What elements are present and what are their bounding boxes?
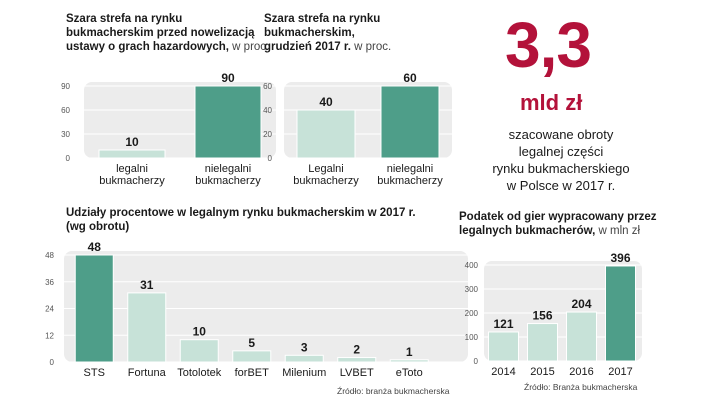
bar [74,254,114,363]
y-tick-label: 400 [465,261,479,270]
chart2-bar-chart: 020406040Legalnibukmacherzy60nielegalnib… [263,71,452,187]
bar [98,149,166,159]
category-label: bukmacherzy [293,175,359,187]
category-label: 2016 [569,366,593,378]
chart4-source: Źródło: Branża bukmacherska [524,382,638,392]
y-tick-label: 60 [61,106,70,115]
category-label: Milenium [282,367,326,379]
bar [566,311,597,362]
category-label: STS [84,367,105,379]
value-label: 156 [532,309,552,323]
chart2-title: Szara strefa na rynku bukmacherskim, gru… [264,13,392,53]
y-tick-label: 20 [263,130,272,139]
bar [337,357,377,363]
category-label: eToto [396,367,423,379]
headline-unit: mld zł [520,90,583,115]
y-tick-label: 30 [61,130,70,139]
category-label: bukmacherzy [377,175,443,187]
bar [527,323,558,362]
category-label: forBET [235,367,270,379]
chart1-bar-chart: 030609010legalnibukmacherzy90nielegalnib… [61,71,276,187]
y-tick-label: 60 [263,82,272,91]
bar [127,292,167,363]
chart1-unit: w proc. [232,41,270,53]
y-tick-label: 100 [465,333,479,342]
value-label: 396 [610,251,630,265]
value-label: 2 [353,343,360,357]
value-label: 1 [406,345,413,359]
chart3-title: Udziały procentowe w legalnym rynku bukm… [66,207,416,233]
chart4-title: Podatek od gier wypracowany przez legaln… [459,211,657,237]
chart2-unit: w proc. [354,41,392,53]
category-label: bukmacherzy [195,175,261,187]
category-label: nielegalni [387,163,433,175]
y-tick-label: 200 [465,309,479,318]
value-label: 10 [125,135,139,149]
value-label: 40 [319,95,333,109]
value-label: 60 [403,71,417,85]
category-label: 2014 [491,366,515,378]
value-label: 31 [140,278,154,292]
y-tick-label: 12 [45,331,54,340]
y-tick-label: 36 [45,278,54,287]
chart4-bar-chart: 0 100 200 300 400 121 2014 156 2015 204 2016 396 201… [465,251,642,378]
value-label: 204 [571,297,591,311]
y-tick-label: 48 [45,251,54,260]
category-label: LVBET [340,367,374,379]
bar [232,350,272,363]
category-label: 2017 [608,366,632,378]
category-label: Totolotek [177,367,222,379]
chart3-source: Źródło: branża bukmacherska [337,386,450,396]
y-tick-label: 0 [50,358,55,367]
category-label: legalni [116,163,148,175]
headline-value: 3,3 [505,9,592,81]
category-label: Fortuna [128,367,167,379]
chart-background [484,261,642,361]
bar [605,265,636,362]
value-label: 48 [88,240,102,254]
y-tick-label: 300 [465,285,479,294]
y-tick-label: 90 [61,82,70,91]
headline-description: szacowane obroty legalnej części rynku b… [492,127,630,193]
chart4-unit: w mln zł [598,225,641,237]
bar [488,331,519,362]
value-label: 90 [221,71,235,85]
value-label: 5 [248,336,255,350]
chart1-title: Szara strefa na rynku bukmacherskim prze… [66,13,270,53]
category-label: Legalni [308,163,343,175]
bar [179,339,219,363]
value-label: 3 [301,340,308,354]
y-tick-label: 0 [474,357,479,366]
y-tick-label: 40 [263,106,272,115]
y-tick-label: 0 [66,154,71,163]
category-label: bukmacherzy [99,175,165,187]
category-label: nielegalni [205,163,251,175]
y-tick-label: 24 [45,305,54,314]
bar [194,85,262,159]
y-tick-label: 0 [268,154,273,163]
bar [296,109,356,159]
chart3-bar-chart: 01224364848STS31Fortuna10Totolotek5forBE… [45,240,468,379]
bar [380,85,440,159]
bar [389,359,429,363]
category-label: 2015 [530,366,554,378]
value-label: 121 [493,317,513,331]
value-label: 10 [193,325,207,339]
bar [284,354,324,363]
